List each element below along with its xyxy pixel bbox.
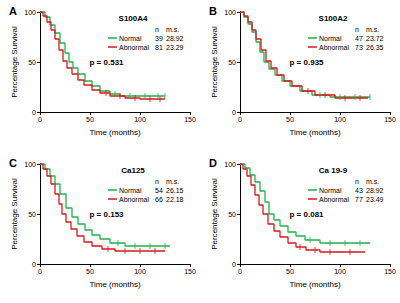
- svg-text:26.15: 26.15: [166, 187, 184, 194]
- svg-text:26.35: 26.35: [366, 44, 384, 51]
- svg-text:Percentage Survival: Percentage Survival: [210, 26, 219, 98]
- svg-text:50: 50: [86, 268, 94, 275]
- svg-text:100: 100: [334, 268, 346, 275]
- svg-text:Percentage Survival: Percentage Survival: [210, 178, 219, 250]
- svg-text:50: 50: [286, 116, 294, 123]
- svg-text:0: 0: [32, 109, 36, 116]
- svg-text:0: 0: [238, 268, 242, 275]
- svg-text:n: n: [155, 178, 159, 185]
- svg-text:Normal: Normal: [119, 187, 142, 194]
- svg-text:Abnormal: Abnormal: [319, 196, 349, 203]
- svg-text:Abnormal: Abnormal: [119, 196, 149, 203]
- svg-text:77: 77: [355, 196, 363, 203]
- svg-text:Ca 19-9: Ca 19-9: [319, 166, 348, 175]
- svg-text:n: n: [355, 26, 359, 33]
- svg-text:0: 0: [238, 116, 242, 123]
- svg-text:0: 0: [32, 261, 36, 268]
- svg-text:39: 39: [155, 35, 163, 42]
- svg-text:n: n: [355, 178, 359, 185]
- svg-text:100: 100: [134, 116, 146, 123]
- svg-text:D: D: [209, 157, 217, 169]
- svg-text:50: 50: [28, 59, 36, 66]
- svg-text:Normal: Normal: [319, 187, 342, 194]
- svg-text:100: 100: [24, 9, 36, 16]
- svg-text:p = 0.935: p = 0.935: [290, 58, 325, 67]
- svg-text:54: 54: [155, 187, 163, 194]
- svg-text:81: 81: [155, 44, 163, 51]
- svg-text:50: 50: [228, 59, 236, 66]
- svg-text:50: 50: [28, 211, 36, 218]
- svg-text:m.s.: m.s.: [366, 178, 379, 185]
- svg-text:28.92: 28.92: [366, 187, 384, 194]
- svg-text:Percentage Survival: Percentage Survival: [10, 178, 19, 250]
- svg-text:43: 43: [355, 187, 363, 194]
- svg-text:p = 0.153: p = 0.153: [90, 210, 125, 219]
- svg-text:47: 47: [355, 35, 363, 42]
- svg-text:100: 100: [224, 161, 236, 168]
- svg-text:100: 100: [24, 161, 36, 168]
- svg-text:0: 0: [232, 109, 236, 116]
- svg-text:Ca125: Ca125: [121, 166, 145, 175]
- svg-text:p = 0.531: p = 0.531: [90, 58, 125, 67]
- svg-text:73: 73: [355, 44, 363, 51]
- svg-text:66: 66: [155, 196, 163, 203]
- svg-text:Normal: Normal: [119, 35, 142, 42]
- svg-text:S100A2: S100A2: [319, 14, 348, 23]
- svg-text:100: 100: [334, 116, 346, 123]
- svg-text:Time (months): Time (months): [89, 280, 141, 289]
- svg-text:50: 50: [286, 268, 294, 275]
- svg-text:Time (months): Time (months): [89, 128, 141, 137]
- svg-text:Abnormal: Abnormal: [319, 44, 349, 51]
- svg-text:0: 0: [232, 261, 236, 268]
- svg-text:0: 0: [38, 116, 42, 123]
- svg-text:150: 150: [384, 268, 396, 275]
- svg-text:22.18: 22.18: [166, 196, 184, 203]
- svg-text:m.s.: m.s.: [366, 26, 379, 33]
- svg-text:Time (months): Time (months): [289, 128, 341, 137]
- svg-text:n: n: [155, 26, 159, 33]
- svg-text:m.s.: m.s.: [166, 178, 179, 185]
- svg-text:150: 150: [184, 268, 196, 275]
- svg-text:S100A4: S100A4: [119, 14, 148, 23]
- svg-text:Time (months): Time (months): [289, 280, 341, 289]
- svg-text:150: 150: [184, 116, 196, 123]
- svg-text:28.92: 28.92: [166, 35, 184, 42]
- svg-text:A: A: [9, 5, 17, 17]
- svg-text:23.72: 23.72: [366, 35, 384, 42]
- svg-text:Normal: Normal: [319, 35, 342, 42]
- svg-text:23.29: 23.29: [166, 44, 184, 51]
- svg-text:Percentage Survival: Percentage Survival: [10, 26, 19, 98]
- svg-text:50: 50: [228, 211, 236, 218]
- svg-text:23.49: 23.49: [366, 196, 384, 203]
- svg-text:B: B: [209, 5, 217, 17]
- svg-text:m.s.: m.s.: [166, 26, 179, 33]
- svg-text:150: 150: [384, 116, 396, 123]
- svg-text:0: 0: [38, 268, 42, 275]
- svg-text:C: C: [9, 157, 17, 169]
- svg-text:p = 0.081: p = 0.081: [290, 210, 325, 219]
- svg-text:100: 100: [224, 9, 236, 16]
- svg-text:Abnormal: Abnormal: [119, 44, 149, 51]
- svg-text:50: 50: [86, 116, 94, 123]
- svg-text:100: 100: [134, 268, 146, 275]
